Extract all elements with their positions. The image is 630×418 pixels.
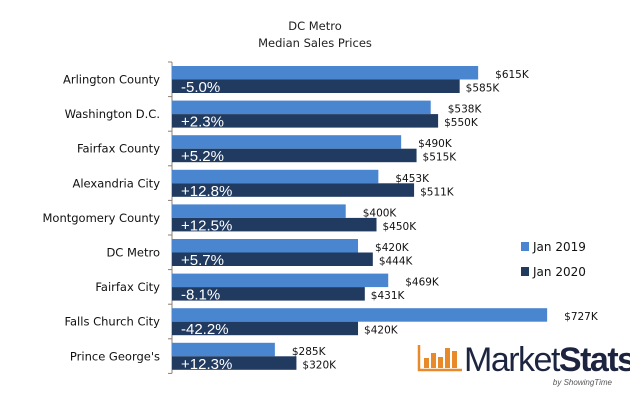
chart-subtitle: Median Sales Prices bbox=[258, 36, 372, 50]
legend: Jan 2019 Jan 2020 bbox=[521, 240, 586, 279]
marketstats-logo: MarketStats by ShowingTime bbox=[417, 341, 630, 387]
bar-jan-2019 bbox=[172, 239, 359, 253]
bar-jan-2020 bbox=[172, 252, 373, 266]
bar-jan-2020 bbox=[172, 217, 377, 232]
data-label: $615K bbox=[495, 69, 530, 81]
data-label: $511K bbox=[420, 186, 455, 198]
percent-change-label: -8.1% bbox=[181, 287, 220, 304]
y-axis: Arlington County Washington D.C. Fairfax C… bbox=[42, 61, 173, 374]
percent-change-label: +2.3% bbox=[181, 114, 224, 131]
bar-jan-2020 bbox=[172, 183, 415, 197]
logo-text: MarketStats bbox=[464, 341, 630, 379]
category-label: Prince George's bbox=[70, 349, 160, 363]
category-label: Montgomery County bbox=[42, 211, 160, 225]
category-label: Washington D.C. bbox=[65, 107, 160, 121]
logo-subtext: by ShowingTime bbox=[553, 378, 613, 387]
logo-bars-icon bbox=[417, 345, 462, 372]
bars: $615K $585K -5.0% $538K$550K +2.3% $490K $515K… bbox=[172, 66, 599, 373]
bar-jan-2020 bbox=[172, 356, 297, 370]
category-label: Alexandria City bbox=[72, 176, 160, 190]
bar-jan-2019 bbox=[172, 204, 346, 218]
bar-jan-2020 bbox=[172, 321, 359, 336]
data-label: $420K bbox=[375, 242, 410, 254]
percent-change-label: -42.2% bbox=[181, 321, 229, 338]
bar-jan-2019 bbox=[172, 169, 379, 184]
bar-jan-2020 bbox=[172, 287, 365, 301]
data-label: $469K bbox=[405, 277, 440, 289]
legend-swatch bbox=[521, 267, 529, 276]
data-label: $444K bbox=[379, 256, 414, 268]
bar-jan-2020 bbox=[172, 79, 460, 93]
bar-jan-2019 bbox=[172, 135, 402, 149]
legend-label: Jan 2019 bbox=[532, 240, 586, 254]
percent-change-label: +12.8% bbox=[181, 183, 232, 200]
bar-jan-2019 bbox=[172, 342, 275, 357]
data-label: $727K bbox=[564, 311, 599, 323]
bar-jan-2019 bbox=[172, 66, 479, 80]
percent-change-label: +12.3% bbox=[181, 356, 232, 373]
bar-jan-2019 bbox=[172, 100, 431, 115]
category-label: Arlington County bbox=[63, 73, 160, 87]
data-label: $538K bbox=[448, 104, 483, 116]
data-label: $550K bbox=[444, 117, 479, 129]
percent-change-label: +5.2% bbox=[181, 148, 224, 165]
category-label: Fairfax County bbox=[77, 142, 160, 156]
data-label: $400K bbox=[363, 207, 398, 219]
category-label: Falls Church City bbox=[64, 315, 160, 329]
bar-jan-2019 bbox=[172, 273, 389, 288]
data-label: $431K bbox=[371, 290, 406, 302]
data-label: $320K bbox=[302, 359, 337, 371]
data-label: $420K bbox=[364, 325, 399, 337]
bar-jan-2020 bbox=[172, 148, 417, 163]
bar-jan-2020 bbox=[172, 114, 439, 128]
data-label: $450K bbox=[383, 221, 418, 233]
percent-change-label: +12.5% bbox=[181, 217, 232, 234]
data-label: $490K bbox=[418, 138, 453, 150]
bar-jan-2019 bbox=[172, 308, 548, 322]
data-label: $453K bbox=[395, 173, 430, 185]
category-label: Fairfax City bbox=[95, 280, 160, 294]
legend-swatch bbox=[521, 242, 529, 251]
chart-title: DC Metro bbox=[288, 19, 342, 33]
category-label: DC Metro bbox=[106, 246, 160, 260]
data-label: $515K bbox=[423, 152, 458, 164]
data-label: $285K bbox=[292, 346, 327, 358]
data-label: $585K bbox=[466, 83, 501, 95]
legend-label: Jan 2020 bbox=[532, 265, 586, 279]
percent-change-label: -5.0% bbox=[181, 79, 220, 96]
percent-change-label: +5.7% bbox=[181, 252, 224, 269]
